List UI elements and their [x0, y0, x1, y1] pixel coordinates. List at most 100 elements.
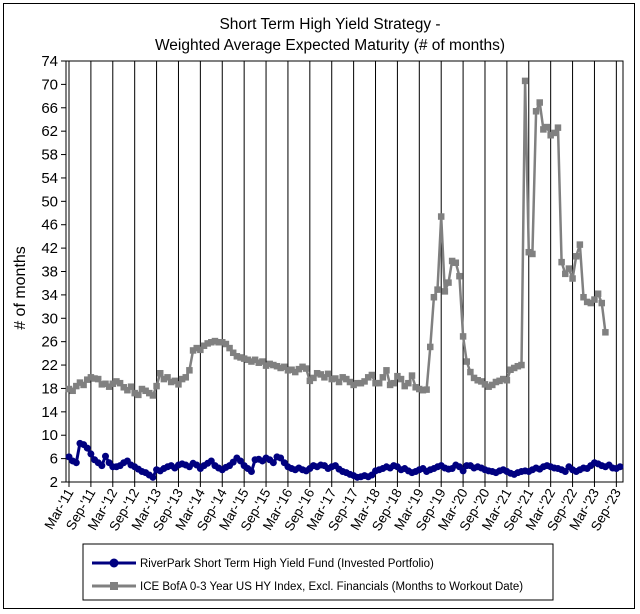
ice-bofa-point [189, 347, 197, 354]
y-tick-label: 54 [41, 170, 58, 187]
ice-bofa-point [470, 374, 478, 382]
ice-bofa-point [489, 381, 496, 389]
legend: RiverPark Short Term High Yield Fund (In… [82, 543, 554, 601]
ice-bofa-point [346, 378, 354, 386]
ice-bofa-point [467, 368, 474, 376]
ice-bofa-point [375, 379, 383, 387]
ice-bofa-point [343, 375, 350, 383]
ice-bofa-point [569, 275, 576, 282]
ice-bofa-point [244, 356, 252, 364]
ice-bofa-point [580, 293, 587, 301]
chart-title-line1: Short Term High Yield Strategy - [219, 16, 440, 33]
ice-bofa-point [321, 374, 328, 381]
y-tick-label: 58 [41, 147, 58, 164]
plot-area [65, 60, 624, 483]
grid [68, 61, 617, 482]
ice-bofa-point [273, 362, 281, 370]
y-tick-label: 46 [41, 217, 58, 234]
legend-box [82, 543, 554, 601]
ice-bofa-point [551, 129, 558, 137]
riverpark-point [98, 462, 106, 470]
ice-bofa-point [532, 108, 540, 115]
legend-marker-ice-bofa [110, 582, 118, 590]
ice-bofa-point [135, 391, 142, 399]
legend-entry-riverpark: RiverPark Short Term High Yield Fund (In… [92, 558, 434, 570]
y-tick-label: 38 [41, 264, 58, 281]
y-tick-label: 34 [41, 287, 58, 304]
ice-bofa-point [281, 363, 288, 371]
legend-label-riverpark: RiverPark Short Term High Yield Fund (In… [140, 558, 434, 570]
ice-bofa-point [339, 374, 346, 381]
ice-bofa-point [65, 385, 73, 393]
ice-bofa-point [193, 344, 200, 352]
ice-bofa-point [350, 381, 357, 389]
ice-bofa-point [226, 344, 233, 352]
ice-bofa-point [262, 362, 270, 369]
ice-bofa-point [248, 358, 255, 365]
ice-bofa-point [364, 374, 372, 381]
ice-bofa-point [368, 371, 376, 379]
ice-bofa-point [313, 369, 321, 377]
ice-bofa-point [405, 379, 412, 387]
series-ice-bofa-index [65, 77, 609, 399]
y-tick-label: 74 [41, 53, 58, 70]
ice-bofa-point [127, 383, 135, 390]
ice-bofa-point [507, 366, 514, 373]
ice-bofa-point [94, 375, 102, 383]
ice-bofa-point [518, 361, 525, 369]
ice-bofa-point [240, 355, 248, 362]
ice-bofa-point [598, 299, 606, 307]
ice-bofa-point [335, 378, 343, 386]
ice-bofa-point [558, 258, 565, 266]
ice-bofa-point [478, 378, 485, 385]
y-tick-label: 14 [41, 404, 58, 421]
ice-bofa-point [547, 132, 554, 139]
riverpark-point [616, 463, 624, 471]
ice-bofa-point [233, 353, 241, 360]
ice-bofa-point [255, 359, 262, 366]
ice-bofa-point [120, 384, 127, 391]
ice-bofa-point [372, 379, 379, 387]
ice-bofa-point [215, 339, 222, 346]
ice-bofa-point [543, 123, 551, 131]
ice-bofa-point [416, 385, 423, 393]
ice-bofa-point [514, 362, 522, 370]
ice-bofa-point [91, 375, 98, 382]
ice-bofa-point [160, 375, 168, 383]
riverpark-point [459, 467, 467, 475]
ice-bofa-point [587, 299, 595, 307]
ice-bofa-point [310, 374, 317, 382]
ice-bofa-point [266, 360, 273, 368]
ice-bofa-point [200, 342, 208, 350]
riverpark-point [72, 459, 80, 467]
ice-bofa-point [156, 369, 164, 377]
ice-bofa-point [412, 384, 419, 391]
y-tick-label: 2 [50, 474, 58, 491]
ice-bofa-point [175, 381, 182, 388]
y-tick-label: 70 [41, 76, 58, 93]
ice-bofa-point [87, 374, 95, 381]
ice-bofa-point [288, 366, 295, 373]
ice-bofa-point [197, 346, 204, 354]
ice-bofa-point [153, 382, 160, 390]
ice-bofa-point [208, 339, 215, 346]
legend-label-ice-bofa: ICE BofA 0-3 Year US HY Index, Excl. Fin… [140, 581, 523, 593]
ice-bofa-point [521, 77, 529, 85]
ice-bofa-point [565, 265, 573, 272]
riverpark-point [83, 444, 91, 452]
y-tick-label: 62 [41, 123, 58, 140]
ice-bofa-point [149, 392, 157, 399]
ice-bofa-point [430, 293, 438, 301]
series-riverpark-fund [65, 439, 624, 481]
y-tick-label: 10 [41, 427, 58, 444]
ice-bofa-point [291, 368, 299, 376]
ice-bofa-point [445, 279, 452, 286]
ice-bofa-point [131, 389, 138, 397]
ice-bofa-point [499, 375, 507, 383]
ice-bofa-point [452, 259, 460, 266]
ice-bofa-point [270, 361, 277, 369]
ice-bofa-point [76, 379, 84, 386]
ice-bofa-point [69, 387, 76, 395]
ice-bofa-point [463, 358, 470, 365]
